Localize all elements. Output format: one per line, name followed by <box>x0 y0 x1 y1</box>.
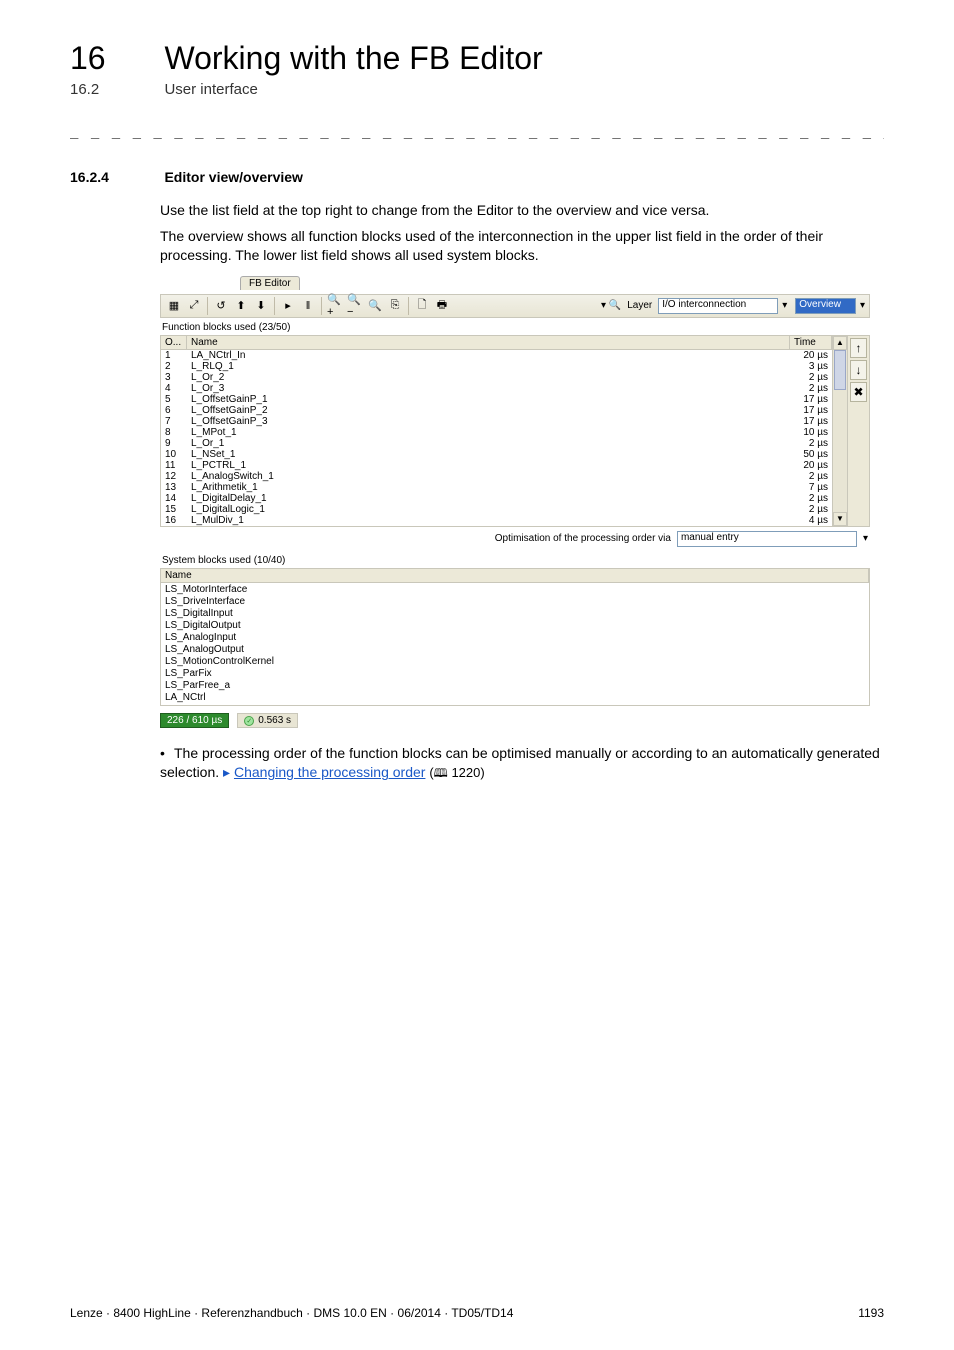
reorder-buttons: ↑ ↓ ✖ <box>847 336 869 526</box>
scroll-down-icon[interactable]: ▼ <box>833 512 847 526</box>
status-time-value: 0.563 s <box>258 715 291 726</box>
status-time: ✓ 0.563 s <box>237 713 298 728</box>
delete-button[interactable]: ✖ <box>850 382 867 402</box>
new-icon[interactable]: 🗋 <box>413 297 431 315</box>
table-row[interactable]: LS_DigitalInput <box>161 608 869 620</box>
table-row[interactable]: LS_DigitalOutput <box>161 620 869 632</box>
table-row[interactable]: 12L_AnalogSwitch_12 µs <box>161 471 832 482</box>
table-row[interactable]: 7L_OffsetGainP_317 µs <box>161 416 832 427</box>
page-footer: Lenze · 8400 HighLine · Referenzhandbuch… <box>70 1306 884 1320</box>
separator: _ _ _ _ _ _ _ _ _ _ _ _ _ _ _ _ _ _ _ _ … <box>70 123 884 139</box>
col-header-time[interactable]: Time <box>790 336 832 349</box>
toolbar-icon[interactable]: ‖ <box>299 297 317 315</box>
table-row[interactable]: LS_DriveInterface <box>161 596 869 608</box>
system-blocks-panel: Name LS_MotorInterfaceLS_DriveInterfaceL… <box>160 568 870 706</box>
table-row[interactable]: 10L_NSet_150 µs <box>161 449 832 460</box>
move-up-button[interactable]: ↑ <box>850 338 867 358</box>
print-icon[interactable]: 🖶 <box>433 297 451 315</box>
toolbar-icon[interactable]: ▸ <box>279 297 297 315</box>
col-header-name[interactable]: Name <box>187 336 790 349</box>
status-load: 226 / 610 µs <box>160 713 229 728</box>
table-row[interactable]: LS_AnalogInput <box>161 632 869 644</box>
fb-editor-screenshot: FB Editor ▦ ⤢ ↺ ⬆ ⬇ ▸ ‖ 🔍+ 🔍− 🔍 ⎘ 🗋 🖶 ▾ … <box>160 276 870 730</box>
optimisation-select[interactable]: manual entry <box>677 531 857 547</box>
sys-list-label: System blocks used (10/40) <box>160 551 870 568</box>
table-row[interactable]: 14L_DigitalDelay_12 µs <box>161 493 832 504</box>
toolbar: ▦ ⤢ ↺ ⬆ ⬇ ▸ ‖ 🔍+ 🔍− 🔍 ⎘ 🗋 🖶 ▾ 🔍 Layer I/… <box>160 294 870 318</box>
table-row[interactable]: 3L_Or_22 µs <box>161 372 832 383</box>
table-row[interactable]: 11L_PCTRL_120 µs <box>161 460 832 471</box>
table-row[interactable]: LA_NCtrl <box>161 692 869 704</box>
toolbar-icon[interactable]: ⬆ <box>232 297 250 315</box>
layer-label: Layer <box>627 300 652 311</box>
table-row[interactable]: 15L_DigitalLogic_12 µs <box>161 504 832 515</box>
arrow-icon: ▸ <box>223 764 230 780</box>
col-header-order[interactable]: O... <box>161 336 187 349</box>
chapter-title: Working with the FB Editor <box>164 40 542 77</box>
paragraph: The overview shows all function blocks u… <box>160 227 884 266</box>
zoom-icon[interactable]: 🔍 <box>366 297 384 315</box>
toolbar-icon[interactable]: ⬇ <box>252 297 270 315</box>
move-down-button[interactable]: ↓ <box>850 360 867 380</box>
toolbar-icon[interactable]: ↺ <box>212 297 230 315</box>
toolbar-icon[interactable]: ▦ <box>165 297 183 315</box>
scrollbar[interactable]: ▲ ▼ <box>832 336 847 526</box>
table-row[interactable]: 16L_MulDiv_14 µs <box>161 515 832 526</box>
table-row[interactable]: LS_ParFree_a <box>161 680 869 692</box>
section-number: 16.2.4 <box>70 169 160 185</box>
table-row[interactable]: 6L_OffsetGainP_217 µs <box>161 405 832 416</box>
chapter-number: 16 <box>70 40 160 77</box>
check-icon: ✓ <box>244 716 254 726</box>
optimisation-row: Optimisation of the processing order via… <box>160 527 870 551</box>
optimisation-label: Optimisation of the processing order via <box>495 533 671 544</box>
view-select[interactable]: Overview <box>795 298 856 314</box>
toolbar-icon[interactable]: ⤢ <box>185 297 203 315</box>
table-row[interactable]: 8L_MPot_110 µs <box>161 427 832 438</box>
toolbar-icon[interactable]: ⎘ <box>386 297 404 315</box>
section-heading: 16.2.4 Editor view/overview <box>70 169 884 187</box>
tab-fb-editor[interactable]: FB Editor <box>240 276 300 290</box>
table-row[interactable]: 5L_OffsetGainP_117 µs <box>161 394 832 405</box>
table-row[interactable]: 2L_RLQ_13 µs <box>161 361 832 372</box>
page-ref: (🕮 1220) <box>429 765 484 780</box>
bullet-paragraph: •The processing order of the function bl… <box>160 744 884 783</box>
footer-left: Lenze · 8400 HighLine · Referenzhandbuch… <box>70 1306 513 1320</box>
scroll-thumb[interactable] <box>834 350 846 390</box>
table-row[interactable]: 9L_Or_12 µs <box>161 438 832 449</box>
scroll-up-icon[interactable]: ▲ <box>833 336 847 350</box>
table-row[interactable]: 4L_Or_32 µs <box>161 383 832 394</box>
paragraph: Use the list field at the top right to c… <box>160 201 884 221</box>
table-row[interactable]: 13L_Arithmetik_17 µs <box>161 482 832 493</box>
table-row[interactable]: LS_AnalogOutput <box>161 644 869 656</box>
table-row[interactable]: 1LA_NCtrl_In20 µs <box>161 350 832 361</box>
col-header-name[interactable]: Name <box>161 569 869 582</box>
table-row[interactable]: LS_MotorInterface <box>161 584 869 596</box>
function-blocks-panel: O... Name Time 1LA_NCtrl_In20 µs2L_RLQ_1… <box>160 335 870 527</box>
section-title: Editor view/overview <box>164 169 303 185</box>
table-header: O... Name Time <box>161 336 832 350</box>
subsection-number: 16.2 <box>70 81 160 98</box>
zoom-in-icon[interactable]: 🔍+ <box>326 297 344 315</box>
status-bar: 226 / 610 µs ✓ 0.563 s <box>160 712 870 730</box>
table-row[interactable]: LS_ParFix <box>161 668 869 680</box>
table-row[interactable]: LS_MotionControlKernel <box>161 656 869 668</box>
link-changing-processing-order[interactable]: Changing the processing order <box>234 764 425 780</box>
subsection-heading: 16.2 User interface <box>70 81 884 99</box>
fb-list-label: Function blocks used (23/50) <box>160 318 870 335</box>
chapter-heading: 16 Working with the FB Editor <box>70 40 884 77</box>
subsection-title: User interface <box>164 81 257 98</box>
zoom-out-icon[interactable]: 🔍− <box>346 297 364 315</box>
layer-select[interactable]: I/O interconnection <box>658 298 778 314</box>
footer-page-number: 1193 <box>858 1306 884 1320</box>
